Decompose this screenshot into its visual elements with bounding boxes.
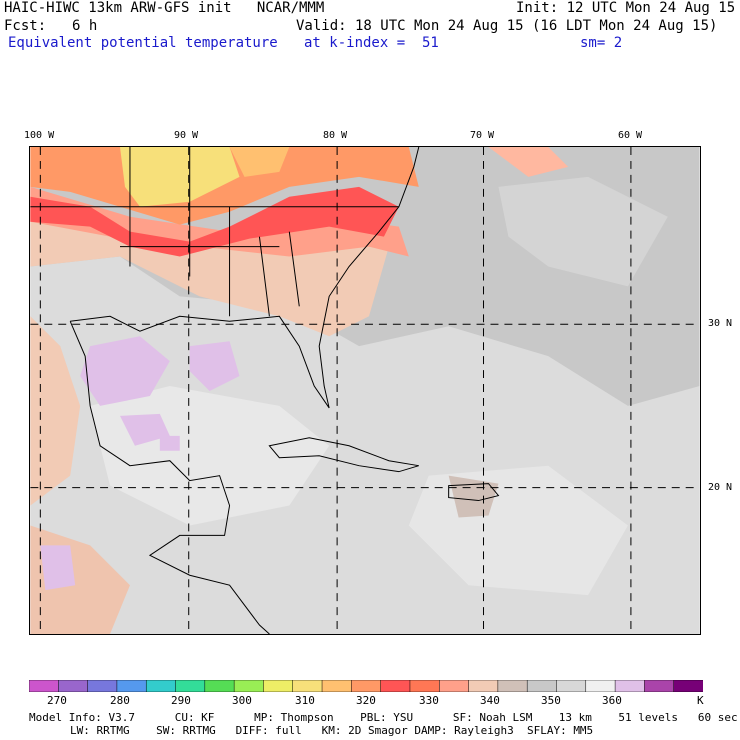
field-region-tan xyxy=(448,475,499,518)
field-region-lavender xyxy=(120,413,170,446)
lon-label-100w: 100 W xyxy=(24,130,55,141)
cuba-coast xyxy=(268,437,419,473)
colorbar-swatch xyxy=(263,680,294,692)
colorbar xyxy=(29,680,703,692)
smoothing-label: sm= 2 xyxy=(580,35,623,51)
colorbar-swatch xyxy=(497,680,528,692)
colorbar-swatch xyxy=(175,680,206,692)
fcst-label: Fcst: xyxy=(4,18,47,34)
field-region-lavender xyxy=(40,545,76,591)
field-region-tan xyxy=(488,147,569,177)
lon-label-80w: 80 W xyxy=(323,130,348,141)
colorbar-swatch xyxy=(321,680,353,692)
colorbar-tick-330: 330 xyxy=(419,694,439,707)
hispaniola-coast xyxy=(448,483,500,502)
field-region-lavender xyxy=(80,336,170,406)
colorbar-swatch xyxy=(292,680,323,692)
us-gulf-coast xyxy=(70,147,420,409)
state-borders xyxy=(30,147,399,317)
colorbar-swatch xyxy=(351,680,382,692)
colorbar-unit: K xyxy=(697,694,704,707)
init-time: Init: 12 UTC Mon 24 Aug 15 xyxy=(516,0,736,16)
field-region-light xyxy=(498,176,668,287)
colorbar-tick-320: 320 xyxy=(356,694,376,707)
lat-label-30n: 30 N xyxy=(708,318,733,329)
colorbar-swatch xyxy=(29,680,60,692)
footer-physics-info: LW: RRTMG SW: RRTMG DIFF: full KM: 2D Sm… xyxy=(70,724,594,737)
colorbar-tick-310: 310 xyxy=(295,694,315,707)
colorbar-tick-300: 300 xyxy=(232,694,252,707)
colorbar-swatch xyxy=(673,680,703,692)
field-region-lavender xyxy=(189,341,240,391)
colorbar-swatch xyxy=(380,680,411,692)
field-region-red xyxy=(30,186,399,257)
coastlines xyxy=(30,147,500,634)
model-title: HAIC-HIWC 13km ARW-GFS init NCAR/MMM xyxy=(4,0,325,16)
colorbar-swatch xyxy=(233,680,265,692)
colorbar-swatch xyxy=(526,680,558,692)
colorbar-swatch xyxy=(145,680,177,692)
theta-e-map xyxy=(29,146,701,635)
colorbar-swatch xyxy=(204,680,235,692)
field-region-peach xyxy=(30,186,409,257)
colorbar-swatch xyxy=(614,680,646,692)
lon-label-90w: 90 W xyxy=(174,130,199,141)
field-region-tan xyxy=(30,316,81,506)
colorbar-swatch xyxy=(87,680,118,692)
colorbar-tick-360: 360 xyxy=(602,694,622,707)
colorbar-swatch xyxy=(439,680,470,692)
colorbar-tick-280: 280 xyxy=(110,694,130,707)
colorbar-tick-350: 350 xyxy=(541,694,561,707)
level-label: at k-index = 51 xyxy=(304,35,439,51)
fcst-value: 6 h xyxy=(72,18,98,34)
field-name: Equivalent potential temperature xyxy=(8,35,278,51)
graticule xyxy=(30,147,700,634)
valid-time: Valid: 18 UTC Mon 24 Aug 15 (16 LDT Mon … xyxy=(296,18,718,34)
field-region-lavender xyxy=(159,435,180,451)
field-region-yellow xyxy=(229,147,290,177)
colorbar-tick-290: 290 xyxy=(171,694,191,707)
colorbar-tick-270: 270 xyxy=(47,694,67,707)
colorbar-tick-340: 340 xyxy=(480,694,500,707)
lon-label-60w: 60 W xyxy=(618,130,643,141)
colorbar-swatch xyxy=(556,680,587,692)
colorbar-swatch xyxy=(644,680,675,692)
colorbar-swatch xyxy=(58,680,89,692)
colorbar-swatch xyxy=(585,680,616,692)
field-region-yellow xyxy=(120,147,240,207)
lat-label-20n: 20 N xyxy=(708,482,733,493)
colorbar-swatch xyxy=(468,680,499,692)
footer-model-info: Model Info: V3.7 CU: KF MP: Thompson PBL… xyxy=(29,711,738,724)
lon-label-70w: 70 W xyxy=(470,130,495,141)
colorbar-swatch xyxy=(409,680,441,692)
colorbar-swatch xyxy=(116,680,147,692)
mexico-coast xyxy=(69,321,270,634)
